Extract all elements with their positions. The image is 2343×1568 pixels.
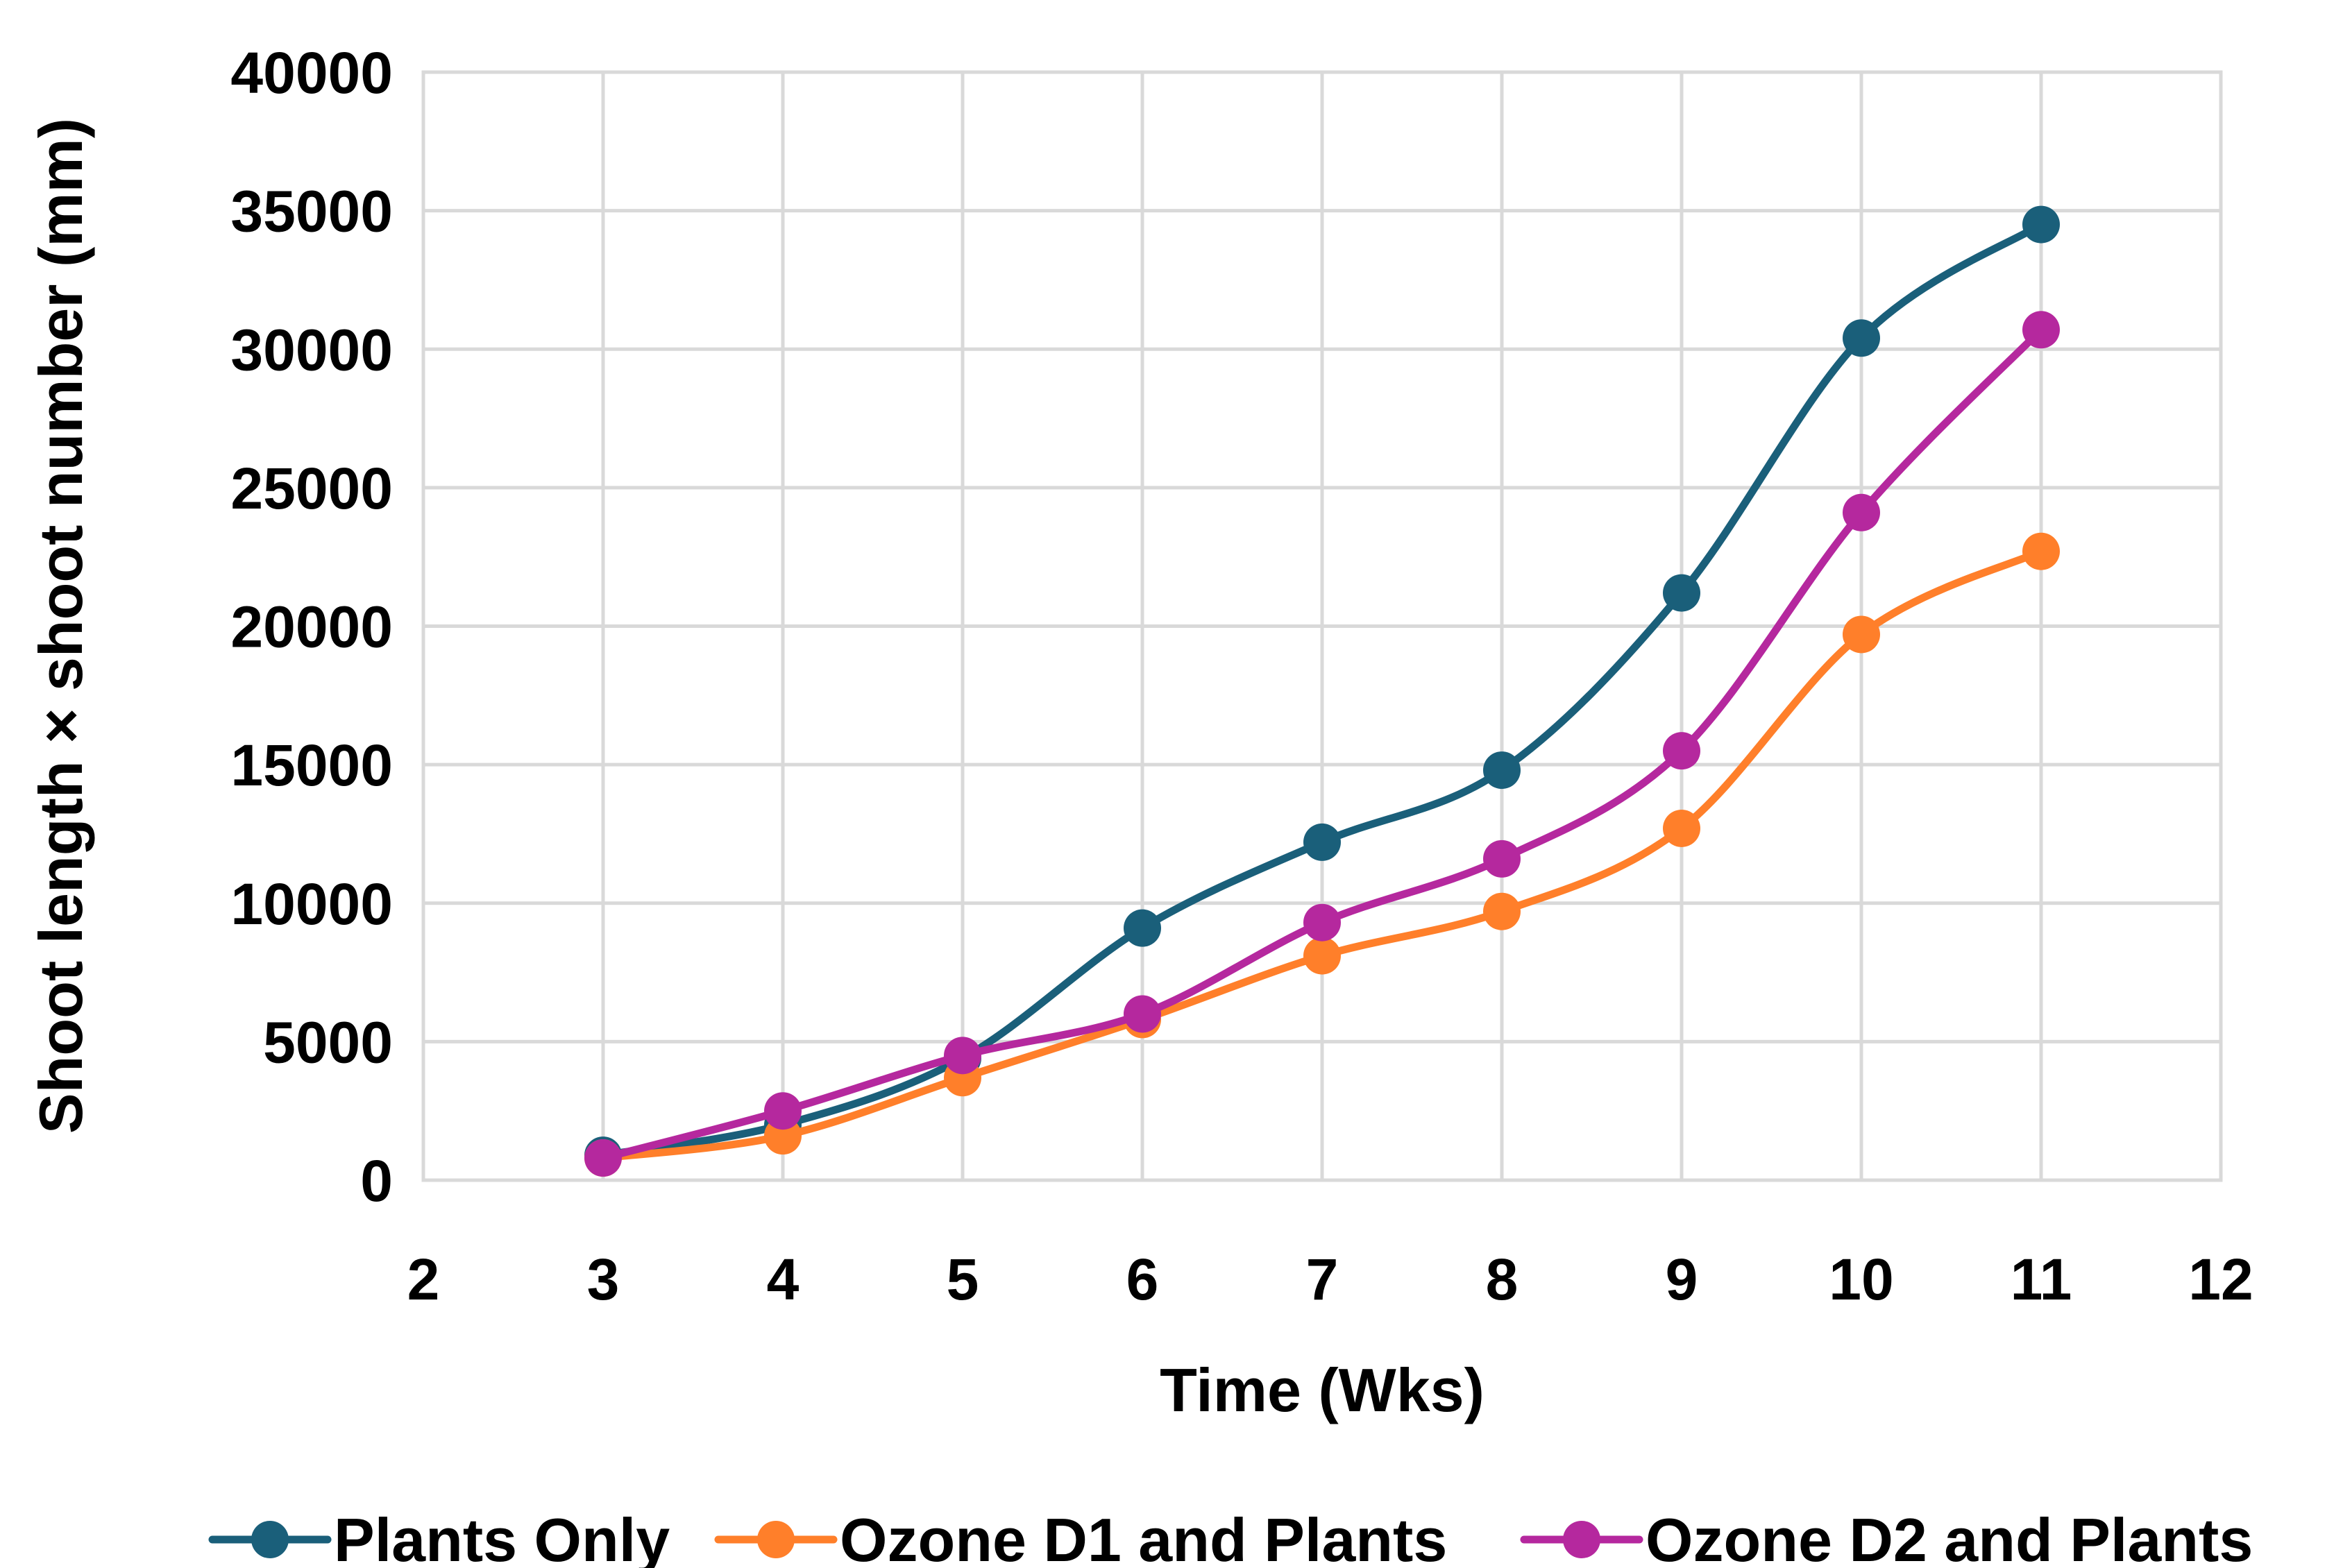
y-tick-label: 5000 bbox=[263, 1009, 393, 1075]
data-point-ozone-d1-and-plants bbox=[2022, 532, 2060, 570]
legend: Plants Only Ozone D1 and Plants Ozone D2 a… bbox=[208, 1506, 2253, 1568]
legend-swatch-marker bbox=[251, 1521, 289, 1558]
data-point-plants-only bbox=[1843, 319, 1880, 357]
y-axis-title: Shoot length × shoot number (mm) bbox=[26, 118, 95, 1134]
data-point-plants-only bbox=[1303, 823, 1341, 861]
series bbox=[584, 205, 2060, 1177]
y-tick-label: 15000 bbox=[230, 733, 393, 798]
data-point-ozone-d1-and-plants bbox=[1843, 615, 1880, 654]
plot-area bbox=[421, 70, 2223, 1182]
data-point-ozone-d2-and-plants bbox=[584, 1139, 622, 1177]
legend-label: Plants Only bbox=[334, 1506, 670, 1568]
x-tick-label: 6 bbox=[1126, 1247, 1159, 1312]
data-point-ozone-d2-and-plants bbox=[1663, 732, 1700, 770]
y-axis-ticks: 0 5000 10000 15000 20000 25000 30000 35000 40000 bbox=[230, 40, 393, 1213]
x-tick-label: 8 bbox=[1486, 1247, 1519, 1312]
y-tick-label: 25000 bbox=[230, 456, 393, 521]
data-point-ozone-d2-and-plants bbox=[1124, 995, 1161, 1033]
x-tick-label: 9 bbox=[1666, 1247, 1698, 1312]
gridlines bbox=[421, 70, 2223, 1182]
x-tick-label: 11 bbox=[2011, 1247, 2072, 1312]
data-point-plants-only bbox=[1663, 574, 1700, 612]
legend-label: Ozone D2 and Plants bbox=[1646, 1506, 2253, 1568]
data-point-ozone-d2-and-plants bbox=[944, 1037, 981, 1075]
series-ozone-d2-and-plants bbox=[584, 311, 2060, 1177]
legend-swatch-marker bbox=[1563, 1521, 1600, 1558]
data-point-plants-only bbox=[2022, 205, 2060, 244]
data-point-ozone-d1-and-plants bbox=[1663, 809, 1700, 847]
x-tick-label: 10 bbox=[1829, 1247, 1893, 1312]
data-point-plants-only bbox=[1483, 751, 1521, 790]
x-axis-ticks: 2 3 4 5 6 7 8 9 10 11 12 bbox=[407, 1247, 2253, 1312]
legend-label: Ozone D1 and Plants bbox=[840, 1506, 1447, 1568]
data-point-ozone-d2-and-plants bbox=[1303, 903, 1341, 941]
series-line-plants-only bbox=[599, 221, 2045, 1159]
y-tick-label: 40000 bbox=[230, 40, 393, 105]
legend-item-plants-only: Plants Only bbox=[208, 1506, 670, 1568]
data-point-ozone-d2-and-plants bbox=[1843, 493, 1880, 531]
series-line-ozone-d2-and-plants bbox=[599, 325, 2045, 1162]
y-tick-label: 0 bbox=[360, 1148, 393, 1213]
data-point-ozone-d1-and-plants bbox=[1483, 892, 1521, 930]
legend-item-ozone-d2-and-plants: Ozone D2 and Plants bbox=[1520, 1506, 2253, 1568]
x-tick-label: 12 bbox=[2188, 1247, 2253, 1312]
data-point-plants-only bbox=[1124, 909, 1161, 947]
x-tick-label: 4 bbox=[767, 1247, 800, 1312]
x-tick-label: 7 bbox=[1306, 1247, 1339, 1312]
data-point-ozone-d2-and-plants bbox=[2022, 311, 2060, 349]
y-tick-label: 35000 bbox=[230, 179, 393, 244]
legend-item-ozone-d1-and-plants: Ozone D1 and Plants bbox=[714, 1506, 1447, 1568]
data-point-ozone-d2-and-plants bbox=[1483, 840, 1521, 878]
y-tick-label: 20000 bbox=[230, 595, 393, 660]
data-point-ozone-d1-and-plants bbox=[1303, 937, 1341, 975]
x-axis-title: Time (Wks) bbox=[1160, 1356, 1485, 1424]
y-tick-label: 30000 bbox=[230, 317, 393, 382]
x-tick-label: 5 bbox=[947, 1247, 979, 1312]
data-point-ozone-d2-and-plants bbox=[764, 1092, 802, 1130]
x-tick-label: 2 bbox=[407, 1247, 440, 1312]
legend-swatch-marker bbox=[757, 1521, 795, 1558]
x-tick-label: 3 bbox=[587, 1247, 620, 1312]
y-tick-label: 10000 bbox=[230, 871, 393, 937]
